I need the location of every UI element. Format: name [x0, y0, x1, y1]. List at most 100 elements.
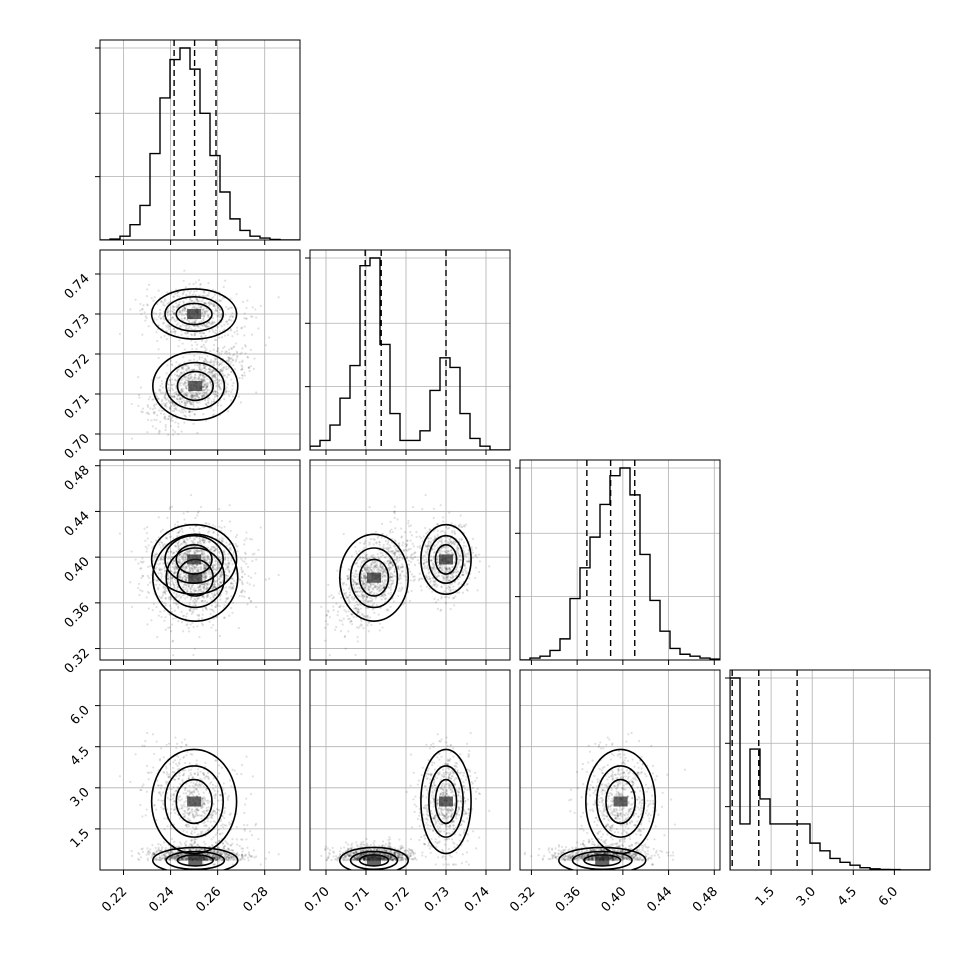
sample-point	[457, 547, 459, 549]
sample-point	[145, 315, 147, 317]
sample-point	[365, 577, 367, 579]
sample-point	[148, 325, 150, 327]
sample-point	[160, 336, 162, 338]
sample-point	[213, 413, 215, 415]
sample-point	[240, 558, 242, 560]
sample-point	[182, 300, 184, 302]
sample-point	[228, 504, 230, 506]
sample-point	[396, 518, 398, 520]
sample-point	[414, 564, 416, 566]
sample-point	[213, 344, 215, 346]
sample-point	[214, 594, 216, 596]
sample-point	[193, 537, 195, 539]
sample-point	[236, 333, 238, 335]
sample-point	[373, 569, 375, 571]
sample-point	[462, 592, 464, 594]
scatter-points	[320, 494, 490, 656]
sample-point	[185, 558, 187, 560]
sample-point	[198, 396, 200, 398]
sample-point	[242, 570, 244, 572]
sample-point	[203, 583, 205, 585]
sample-point	[186, 392, 188, 394]
sample-point	[191, 348, 193, 350]
sample-point	[221, 325, 223, 327]
sample-point	[173, 592, 175, 594]
sample-point	[228, 374, 230, 376]
sample-point	[479, 560, 481, 562]
sample-point	[228, 357, 230, 359]
sample-point	[239, 361, 241, 363]
sample-point	[196, 514, 198, 516]
sample-point	[189, 369, 191, 371]
sample-point	[166, 311, 168, 313]
sample-point	[164, 429, 166, 431]
sample-point	[202, 614, 204, 616]
sample-point	[139, 309, 141, 311]
sample-point	[235, 536, 237, 538]
sample-point	[203, 586, 205, 588]
sample-point	[150, 619, 152, 621]
sample-point	[255, 317, 257, 319]
sample-point	[161, 400, 163, 402]
sample-point	[257, 549, 259, 551]
sample-point	[360, 604, 362, 606]
sample-point	[358, 627, 360, 629]
sample-point	[209, 621, 211, 623]
sample-point	[147, 566, 149, 568]
sample-point	[177, 398, 179, 400]
sample-point	[235, 342, 237, 344]
sample-point	[337, 611, 339, 613]
sample-point	[168, 387, 170, 389]
sample-point	[175, 302, 177, 304]
sample-point	[180, 556, 182, 558]
sample-point	[134, 559, 136, 561]
sample-point	[354, 546, 356, 548]
sample-point	[225, 593, 227, 595]
sample-point	[246, 603, 248, 605]
sample-point	[451, 530, 453, 532]
sample-point	[178, 296, 180, 298]
sample-point	[226, 387, 228, 389]
sample-point	[184, 552, 186, 554]
sample-point	[382, 546, 384, 548]
sample-point	[453, 604, 455, 606]
sample-point	[394, 517, 396, 519]
panel-1-0: 0.700.710.720.730.74	[62, 250, 300, 462]
sample-point	[191, 395, 193, 397]
sample-point	[163, 413, 165, 415]
sample-point	[206, 391, 208, 393]
sample-point	[159, 544, 161, 546]
sample-point	[178, 382, 180, 384]
sample-point	[207, 282, 209, 284]
sample-point	[220, 382, 222, 384]
sample-point	[209, 389, 211, 391]
sample-point	[161, 573, 163, 575]
sample-point	[156, 318, 158, 320]
sample-point	[190, 623, 192, 625]
sample-point	[231, 578, 233, 580]
sample-point	[185, 616, 187, 618]
sample-point	[188, 567, 190, 569]
sample-point	[368, 630, 370, 632]
sample-point	[351, 596, 353, 598]
sample-point	[364, 540, 366, 542]
sample-point	[138, 594, 140, 596]
sample-point	[440, 531, 442, 533]
sample-point	[465, 524, 467, 526]
sample-point	[174, 571, 176, 573]
sample-point	[193, 358, 195, 360]
sample-point	[357, 608, 359, 610]
sample-point	[371, 556, 373, 558]
sample-point	[425, 545, 427, 547]
sample-point	[194, 550, 196, 552]
panel-2-2	[515, 460, 720, 665]
sample-point	[229, 547, 231, 549]
sample-point	[176, 588, 178, 590]
sample-point	[178, 314, 180, 316]
sample-point	[177, 542, 179, 544]
sample-point	[192, 293, 194, 295]
sample-point	[225, 366, 227, 368]
sample-point	[435, 583, 437, 585]
sample-point	[215, 391, 217, 393]
sample-point	[192, 392, 194, 394]
